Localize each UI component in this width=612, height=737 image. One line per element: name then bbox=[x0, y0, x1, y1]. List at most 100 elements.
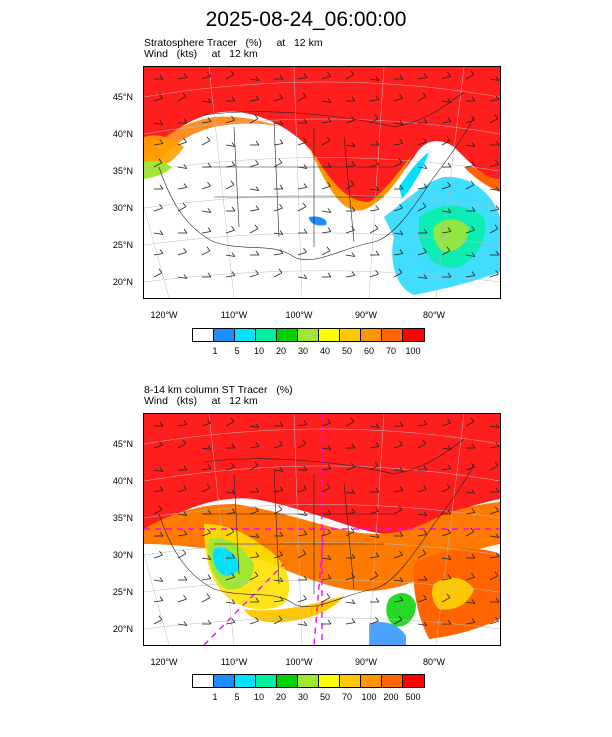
wind-barb bbox=[153, 232, 163, 235]
wind-barb-flag bbox=[494, 571, 499, 576]
wind-barb-flag bbox=[375, 506, 379, 512]
wind-barb bbox=[273, 600, 283, 603]
wind-barb bbox=[393, 232, 403, 235]
wind-barb-flag bbox=[207, 117, 212, 122]
wind-barb-flag bbox=[399, 74, 404, 80]
wind-barb-flag bbox=[351, 599, 356, 604]
wind-barb-flag bbox=[375, 76, 380, 81]
wind-barb-flag bbox=[278, 158, 283, 163]
wind-barb bbox=[249, 78, 259, 81]
wind-barb bbox=[393, 122, 403, 125]
wind-barb bbox=[249, 510, 259, 515]
wind-barb-flag bbox=[351, 553, 356, 559]
panel2-lon-label: 90°W bbox=[354, 657, 378, 667]
wind-barb bbox=[417, 424, 427, 427]
wind-barb-flag bbox=[399, 421, 404, 427]
wind-barb-flag bbox=[279, 421, 284, 427]
wind-barb bbox=[489, 465, 499, 471]
wind-barb bbox=[345, 184, 355, 190]
wind-barb bbox=[393, 579, 403, 582]
wind-barb bbox=[393, 272, 403, 278]
wind-barb-flag bbox=[495, 423, 500, 428]
wind-barb-flag bbox=[206, 246, 211, 251]
wind-barb bbox=[225, 275, 235, 278]
wind-barb-flag bbox=[327, 509, 332, 515]
wind-barb-flag bbox=[327, 71, 331, 77]
wind-barb-flag bbox=[351, 225, 355, 231]
wind-barb-flag bbox=[279, 550, 283, 556]
wind-barb-flag bbox=[471, 206, 476, 212]
wind-barb-flag bbox=[327, 445, 332, 450]
wind-barb bbox=[297, 443, 307, 449]
wind-barb-flag bbox=[375, 442, 380, 447]
colorbar-swatch bbox=[256, 329, 277, 341]
wind-barb-flag bbox=[254, 114, 259, 119]
wind-barb-flag bbox=[495, 442, 500, 447]
wind-barb bbox=[489, 78, 499, 81]
wind-barb-flag bbox=[231, 252, 236, 257]
wind-barb bbox=[321, 100, 331, 103]
wind-barb-flag bbox=[303, 465, 308, 471]
wind-barb-flag bbox=[351, 271, 356, 276]
wind-barb bbox=[417, 534, 427, 537]
wind-barb bbox=[417, 96, 427, 102]
wind-barb-flag bbox=[423, 164, 428, 169]
wind-barb bbox=[345, 165, 355, 168]
wind-barb bbox=[201, 250, 211, 256]
wind-barb-flag bbox=[303, 183, 308, 188]
panel2-lat-label: 35°N bbox=[112, 513, 133, 523]
wind-barb-flag bbox=[182, 439, 187, 444]
wind-barb-flag bbox=[423, 420, 428, 425]
panel2-lat-label: 20°N bbox=[112, 624, 133, 634]
panel1-lat-label: 35°N bbox=[112, 166, 133, 176]
wind-barb-flag bbox=[351, 618, 356, 623]
wind-barb bbox=[489, 99, 499, 102]
wind-barb-flag bbox=[327, 227, 332, 232]
wind-barb bbox=[465, 165, 475, 168]
wind-barb-flag bbox=[183, 420, 188, 425]
wind-barb bbox=[369, 620, 379, 625]
wind-barb bbox=[441, 468, 451, 471]
panel1-subtitle: Wind (kts) at 12 km bbox=[144, 48, 258, 60]
wind-barb bbox=[201, 578, 211, 581]
colorbar-swatch bbox=[214, 329, 235, 341]
colorbar-swatch bbox=[340, 675, 361, 687]
wind-barb-flag bbox=[255, 159, 259, 165]
wind-barb-flag bbox=[375, 140, 380, 146]
wind-barb-flag bbox=[447, 71, 451, 77]
wind-barb-flag bbox=[279, 139, 284, 144]
wind-barb bbox=[201, 447, 211, 450]
wind-barb bbox=[441, 185, 451, 190]
wind-barb-flag bbox=[447, 227, 452, 232]
wind-barb-flag bbox=[399, 577, 404, 582]
wind-barb-flag bbox=[183, 511, 188, 516]
wind-barb-flag bbox=[423, 183, 428, 188]
wind-barb bbox=[177, 276, 187, 279]
wind-barb-flag bbox=[230, 180, 235, 185]
panel2-colorbar-label: 70 bbox=[341, 692, 352, 702]
panel1-lon-label: 80°W bbox=[422, 310, 446, 320]
wind-barb-flag bbox=[423, 228, 428, 234]
wind-barb bbox=[153, 579, 163, 582]
wind-barb bbox=[369, 118, 379, 124]
wind-barb-flag bbox=[230, 417, 235, 422]
wind-barb bbox=[177, 534, 187, 537]
wind-barb bbox=[153, 122, 163, 125]
wind-barb-flag bbox=[279, 203, 283, 209]
wind-barb-flag bbox=[494, 224, 499, 229]
wind-barb bbox=[393, 97, 403, 102]
wind-barb-flag bbox=[303, 484, 307, 490]
wind-barb bbox=[297, 187, 307, 190]
panel1-lon-label: 90°W bbox=[354, 310, 378, 320]
wind-barb-flag bbox=[159, 93, 163, 99]
wind-barb bbox=[369, 535, 379, 538]
wind-barb-flag bbox=[303, 530, 308, 535]
wind-barb bbox=[345, 144, 355, 147]
colorbar-swatch bbox=[214, 675, 235, 687]
wind-barb-flag bbox=[447, 445, 452, 450]
wind-barb bbox=[345, 74, 355, 80]
wind-barb bbox=[417, 141, 427, 146]
wind-barb-flag bbox=[351, 508, 356, 513]
wind-barb bbox=[273, 143, 283, 146]
wind-barb bbox=[345, 275, 355, 278]
